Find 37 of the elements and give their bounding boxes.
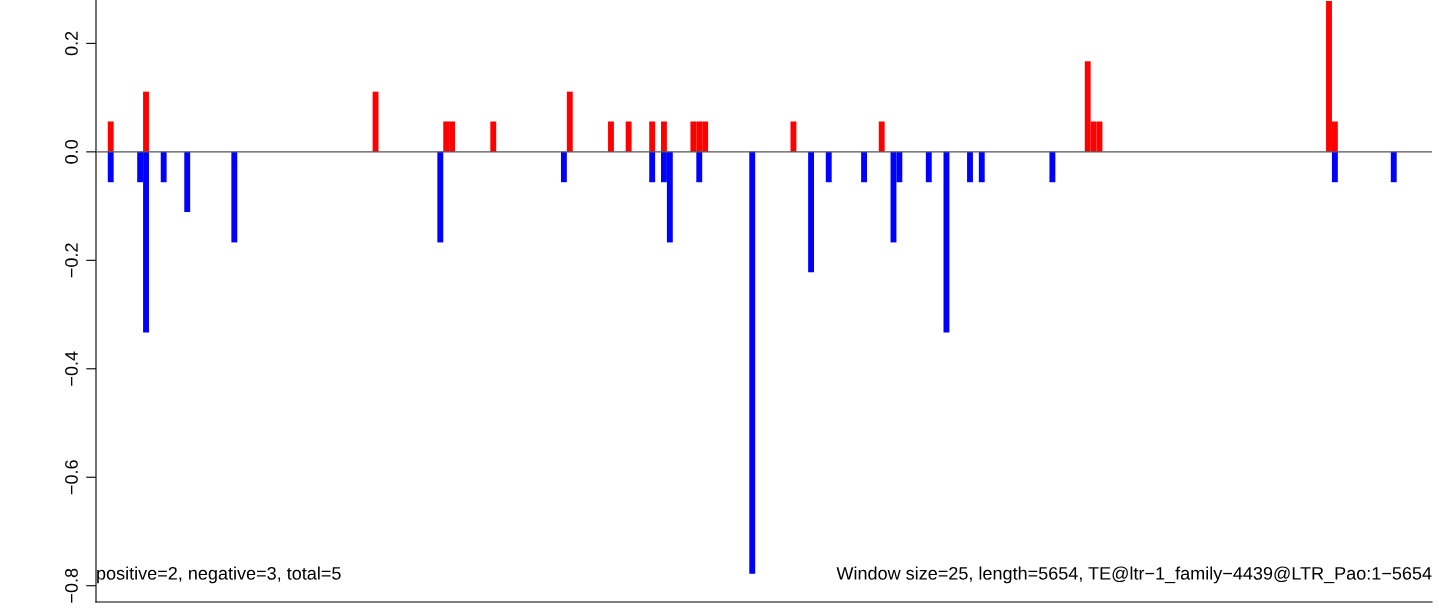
bar [107,151,114,183]
annotation: positive=2, negative=3, total=5 [97,566,341,584]
bar [925,151,932,183]
bar [878,121,885,152]
bar [661,121,667,152]
bar [107,121,114,152]
bar [1390,151,1397,183]
y-tick-label: −0.2 [65,243,78,278]
bar [625,121,632,152]
bar [184,151,191,213]
bar [560,151,567,183]
bar [566,91,573,152]
y-tick-label: −0.8 [65,568,78,603]
bar [808,151,815,273]
bar [967,151,973,183]
bar [490,121,497,152]
bar [143,91,149,152]
y-tick-label: −0.4 [65,351,78,386]
bar [437,151,444,243]
bar [1049,151,1056,183]
bar [160,151,167,183]
bar [608,121,614,152]
y-tick-label: 0.2 [65,31,78,56]
bar [372,91,379,152]
bar [825,151,832,183]
annotation: Window size=25, length=5654, TE@ltr−1_family−4439@LTR_Pao:1−5654 [836,566,1432,584]
bar [696,151,703,183]
bar [649,151,656,183]
bar [231,151,238,243]
bar [749,151,756,574]
bar [1331,151,1338,183]
bar [861,151,867,183]
bar [978,151,985,183]
bar [790,121,797,152]
bar [649,121,656,152]
y-tick-label: 0.0 [65,140,78,164]
y-tick-label: −0.6 [65,460,78,495]
